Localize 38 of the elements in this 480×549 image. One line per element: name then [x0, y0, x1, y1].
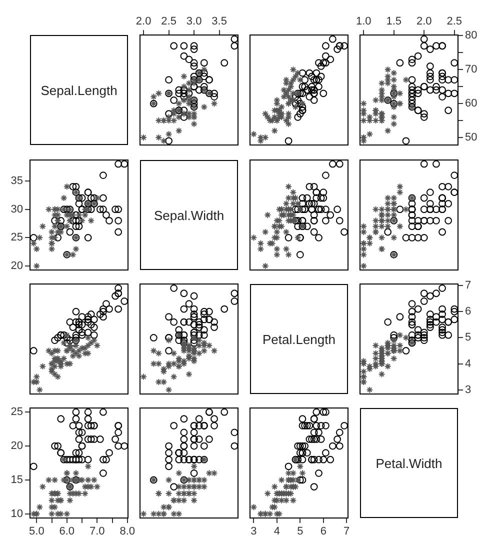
text: Sepal.Length	[40, 82, 118, 98]
x-tick-label: 6.0	[59, 526, 75, 538]
y-tick-label: 15	[10, 474, 23, 486]
y-tick-label: 25	[10, 406, 23, 418]
x-tick-label: 2.5	[161, 15, 176, 28]
x-tick-label: 1.5	[386, 15, 402, 28]
x-tick-label: 6	[320, 526, 326, 538]
text: Petal.Length	[262, 332, 336, 346]
text: Petal.Width	[376, 456, 442, 470]
x-tick-label: 2.0	[136, 15, 152, 28]
y-tick-label: 60	[465, 98, 478, 110]
x-tick-label: 5	[297, 526, 304, 538]
y-tick-label: 25	[10, 232, 23, 244]
y-tick-label: 70	[465, 64, 478, 76]
x-tick-label: 3.0	[186, 15, 202, 28]
y-tick-label: 30	[10, 203, 23, 216]
x-tick-label: 7	[344, 526, 350, 538]
x-tick-label: 2.0	[416, 15, 432, 28]
x-tick-label: 8.0	[120, 526, 136, 538]
y-tick-label: 50	[465, 132, 478, 144]
text: Sepal.Width	[154, 208, 224, 222]
x-tick-label: 7.0	[90, 526, 105, 538]
x-tick-label: 3	[250, 526, 257, 538]
x-tick-label: 2.5	[446, 15, 462, 28]
y-tick-label: 20	[10, 440, 23, 452]
y-tick-label: 10	[10, 508, 23, 520]
y-tick-label: 35	[10, 175, 23, 188]
y-tick-label: 5	[465, 332, 472, 344]
x-tick-label: 1.0	[356, 15, 372, 28]
y-tick-label: 6	[465, 306, 472, 318]
x-tick-label: 5.0	[29, 526, 44, 538]
y-tick-label: 20	[10, 260, 23, 272]
y-tick-label: 7	[465, 280, 472, 292]
y-tick-label: 4	[465, 358, 472, 370]
x-tick-label: 3.5	[212, 15, 227, 28]
y-tick-label: 80	[465, 30, 478, 42]
x-tick-label: 4	[274, 526, 280, 538]
y-tick-label: 3	[465, 384, 472, 396]
